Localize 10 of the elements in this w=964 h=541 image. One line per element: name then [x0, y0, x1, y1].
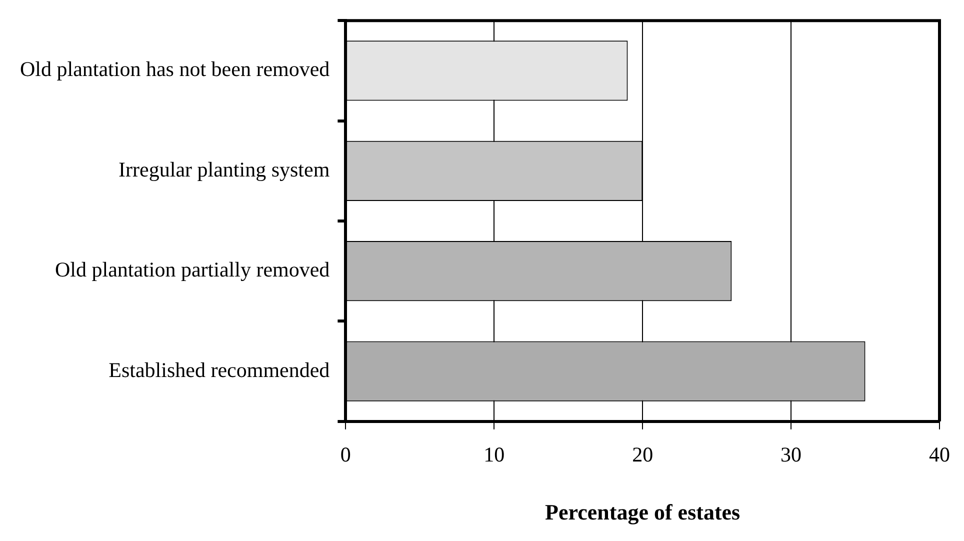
x-tick-label: 0: [340, 442, 351, 467]
x-axis-title: Percentage of estates: [545, 499, 741, 524]
x-tick-label: 30: [780, 442, 802, 467]
y-tick-label: Established recommended: [108, 358, 330, 382]
y-tick-label: Old plantation has not been removed: [20, 57, 330, 82]
y-tick-label: Old plantation partially removed: [54, 258, 330, 282]
x-tick-label: 20: [632, 442, 654, 467]
x-tick-label: 10: [484, 442, 505, 467]
y-tick-label: Irregular planting system: [118, 157, 330, 182]
x-tick-label: 40: [929, 442, 950, 467]
